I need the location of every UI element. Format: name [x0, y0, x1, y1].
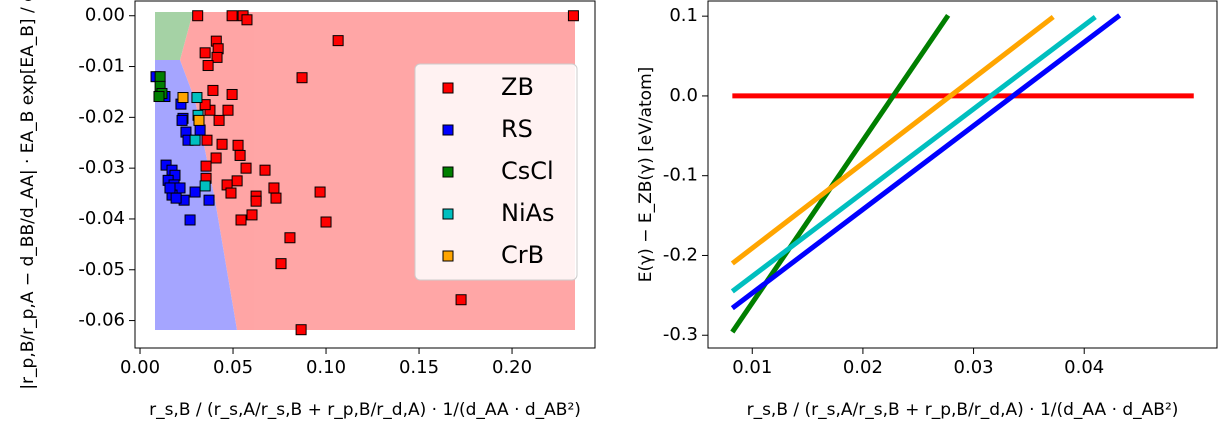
legend-marker: [442, 124, 454, 136]
plot-frame: [134, 0, 596, 349]
point: [154, 71, 166, 83]
x-axis-label: r_s,B / (r_s,A/r_s,B + r_p,B/r_d,A) · 1/…: [747, 400, 1179, 420]
legend-label: NiAs: [501, 199, 555, 227]
point: [250, 195, 262, 207]
x-tick-label: 0.01: [732, 357, 772, 378]
y-tick-label: 0.0: [669, 85, 698, 106]
point: [164, 182, 176, 194]
point: [314, 186, 326, 198]
y-tick-label: -0.05: [78, 259, 125, 280]
point: [189, 134, 201, 146]
point: [203, 194, 215, 206]
point: [226, 88, 238, 100]
y-tick-label: -0.06: [78, 310, 125, 331]
x-tick-label: 0.15: [399, 357, 439, 378]
point: [259, 164, 271, 176]
point: [235, 214, 247, 226]
legend-marker: [442, 166, 454, 178]
point: [567, 10, 579, 22]
legend-label: RS: [501, 115, 533, 143]
y-tick-label: -0.02: [78, 106, 125, 127]
point: [201, 134, 213, 146]
point: [296, 72, 308, 84]
point: [211, 51, 223, 63]
point: [199, 180, 211, 192]
x-tick-label: 0.03: [954, 357, 994, 378]
plot-frame: [707, 0, 1218, 349]
point: [225, 187, 237, 199]
point: [153, 91, 165, 103]
x-tick-label: 0.10: [306, 357, 346, 378]
y-tick-label: -0.1: [663, 165, 698, 186]
point: [199, 47, 211, 59]
point: [193, 114, 205, 126]
point: [241, 14, 253, 26]
x-tick-label: 0.04: [1064, 357, 1104, 378]
legend-label: CrB: [501, 241, 544, 269]
point: [234, 149, 246, 161]
y-tick-label: -0.3: [663, 324, 698, 345]
x-tick-label: 0.02: [843, 357, 883, 378]
point: [226, 10, 238, 22]
point: [232, 139, 244, 151]
point: [320, 216, 332, 228]
point: [270, 192, 282, 204]
y-tick-label: 0.1: [669, 5, 698, 26]
point: [199, 99, 211, 111]
point: [240, 162, 252, 174]
y-axis-label: E(γ) − E_ZB(γ) [eV/atom]: [636, 67, 656, 283]
x-tick-label: 0.20: [492, 357, 532, 378]
legend-label: ZB: [501, 73, 534, 101]
legend-box: [414, 63, 578, 281]
point: [455, 294, 467, 306]
point: [177, 92, 189, 104]
point: [216, 138, 228, 150]
y-axis-label: |r_p,B/r_p,A − d_BB/d_AA| · EA_B exp[EA_…: [18, 0, 38, 390]
point: [222, 104, 234, 116]
point: [189, 186, 201, 198]
point: [246, 209, 258, 221]
point: [191, 92, 203, 104]
y-tick-label: 0.00: [85, 5, 125, 26]
point: [176, 114, 188, 126]
y-tick-label: -0.01: [78, 56, 125, 77]
line: [730, 13, 1122, 311]
y-tick-label: -0.04: [78, 208, 125, 229]
point: [210, 152, 222, 164]
point: [268, 182, 280, 194]
x-axis-label: r_s,B / (r_s,A/r_s,B + r_p,B/r_d,A) · 1/…: [149, 400, 581, 420]
legend-marker: [442, 208, 454, 220]
point: [332, 35, 344, 47]
legend-marker: [442, 82, 454, 94]
y-tick-label: -0.03: [78, 157, 125, 178]
point: [275, 258, 287, 270]
point: [170, 192, 182, 204]
region-cscl: [155, 12, 193, 60]
x-tick-label: 0.05: [213, 357, 253, 378]
line: [730, 14, 1055, 266]
line: [730, 14, 1097, 294]
point: [184, 214, 196, 226]
y-tick-label: -0.2: [663, 244, 698, 265]
point: [202, 60, 214, 72]
legend-label: CsCl: [501, 157, 554, 185]
legend-marker: [442, 250, 454, 262]
x-tick-label: 0.00: [120, 357, 160, 378]
point: [231, 175, 243, 187]
point: [200, 160, 212, 172]
point: [207, 84, 219, 96]
point: [295, 324, 307, 336]
point: [213, 114, 225, 126]
point: [284, 232, 296, 244]
point: [192, 10, 204, 22]
point: [194, 124, 206, 136]
